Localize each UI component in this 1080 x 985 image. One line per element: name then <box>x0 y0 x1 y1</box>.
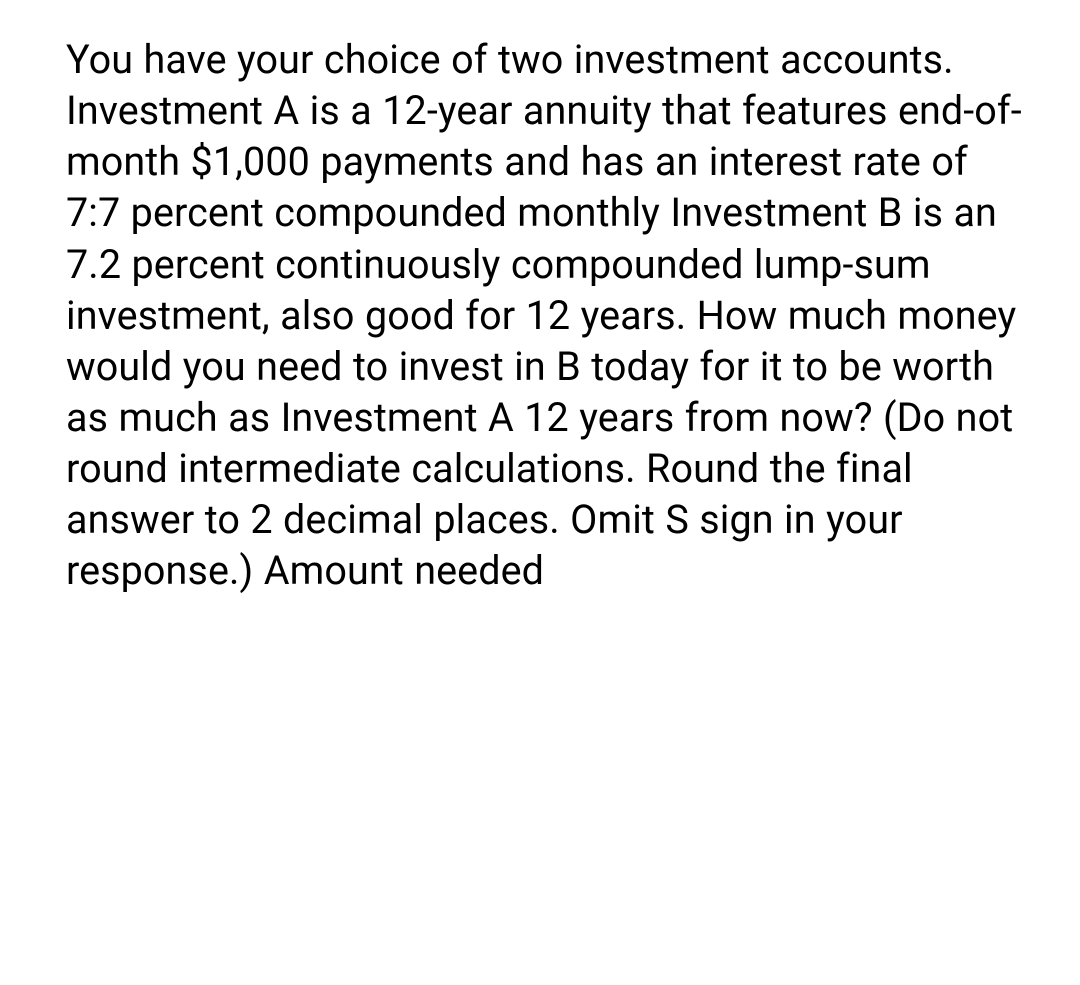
problem-statement: You have your choice of two investment a… <box>66 34 1032 597</box>
document-page: You have your choice of two investment a… <box>0 0 1080 985</box>
